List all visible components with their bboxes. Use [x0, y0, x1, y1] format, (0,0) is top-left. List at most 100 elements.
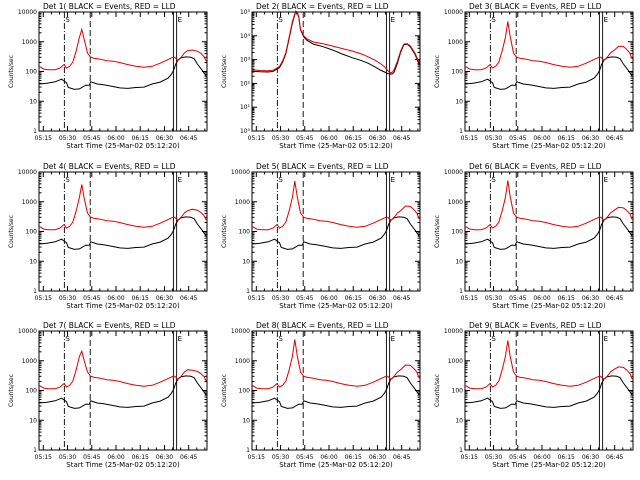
x-tick-label: 06:30 [582, 135, 599, 142]
y-tick-label: 10¹ [240, 104, 251, 111]
y-tick-label: 10 [29, 258, 37, 265]
x-tick-label: 05:15 [248, 454, 265, 461]
marker-label: E [604, 176, 608, 184]
marker-label: S [65, 176, 70, 184]
x-tick-label: 05:15 [248, 135, 265, 142]
x-tick-label: 05:45 [509, 454, 526, 461]
x-axis-label: Start Time (25-Mar-02 05:12:20) [279, 302, 393, 310]
y-tick-label: 1000 [448, 199, 463, 206]
panel-det-2: Det 2( BLACK = Events, RED = LLD 10⁰ 10¹ 10… [221, 2, 421, 150]
x-tick-label: 06:30 [156, 295, 173, 302]
x-tick-label: 06:30 [582, 454, 599, 461]
marker-label: E [391, 335, 395, 343]
y-tick-label: 1 [459, 447, 463, 454]
x-tick-label: 05:15 [35, 454, 52, 461]
panel-det-3: Det 3( BLACK = Events, RED = LLD 1 10 100 10… [434, 2, 634, 150]
y-tick-label: 10 [29, 98, 37, 105]
x-tick-label: 06:00 [320, 295, 337, 302]
x-tick-label: 06:00 [107, 135, 124, 142]
marker-label: E [391, 16, 395, 24]
marker-label: S [278, 16, 283, 24]
series-events-line [38, 375, 207, 409]
x-tick-label: 06:30 [369, 454, 386, 461]
marker-label: E [391, 176, 395, 184]
series-events-line [464, 56, 633, 90]
series-lld-line [38, 184, 207, 231]
y-axis-label: Counts/sec [434, 374, 441, 407]
y-tick-label: 10 [242, 258, 250, 265]
x-axis-label: Start Time (25-Mar-02 05:12:20) [66, 461, 180, 469]
x-tick-label: 05:30 [485, 295, 502, 302]
series-lld-line [251, 180, 420, 231]
x-tick-label: 06:45 [606, 295, 623, 302]
x-tick-label: 06:15 [345, 454, 362, 461]
y-tick-label: 10 [242, 417, 250, 424]
marker-label: S [65, 16, 70, 24]
y-tick-label: 1000 [22, 199, 37, 206]
x-tick-label: 06:45 [393, 454, 410, 461]
x-tick-label: 05:30 [272, 295, 289, 302]
panel-det-1: Det 1( BLACK = Events, RED = LLD 1 10 100 10… [8, 2, 208, 150]
x-axis-label: Start Time (25-Mar-02 05:12:20) [279, 461, 393, 469]
y-tick-label: 1000 [22, 39, 37, 46]
marker-label: E [604, 16, 608, 24]
x-tick-label: 05:30 [485, 454, 502, 461]
panel-title: Det 1( BLACK = Events, RED = LLD [43, 2, 176, 11]
y-tick-label: 10000 [18, 169, 37, 176]
y-tick-label: 1 [33, 288, 37, 295]
panel-det-4: Det 4( BLACK = Events, RED = LLD 1 10 100 10… [8, 162, 208, 310]
x-tick-label: 06:00 [107, 295, 124, 302]
series-lld-line [38, 27, 207, 71]
y-tick-label: 100 [452, 229, 464, 236]
x-tick-label: 05:45 [296, 135, 313, 142]
x-tick-label: 06:30 [369, 295, 386, 302]
panel-title: Det 7( BLACK = Events, RED = LLD [43, 321, 176, 330]
y-axis-label: Counts/sec [8, 55, 15, 88]
x-tick-label: 06:15 [558, 295, 575, 302]
y-tick-label: 10 [29, 417, 37, 424]
x-tick-label: 06:45 [606, 135, 623, 142]
x-tick-label: 05:30 [59, 135, 76, 142]
marker-label: S [278, 335, 283, 343]
x-tick-label: 05:30 [485, 135, 502, 142]
x-tick-label: 05:45 [296, 295, 313, 302]
panel-det-8: Det 8( BLACK = Events, RED = LLD 1 10 100 10… [221, 321, 421, 469]
y-tick-label: 10000 [231, 328, 250, 335]
series-lld-line [464, 340, 633, 390]
marker-label: E [178, 176, 182, 184]
x-tick-label: 05:30 [59, 454, 76, 461]
x-axis-label: Start Time (25-Mar-02 05:12:20) [66, 142, 180, 150]
x-tick-label: 06:15 [132, 135, 149, 142]
series-lld-line [464, 180, 633, 231]
y-tick-label: 100 [26, 229, 38, 236]
y-axis-label: Counts/sec [221, 374, 228, 407]
x-tick-label: 05:45 [509, 135, 526, 142]
y-tick-label: 100 [26, 69, 38, 76]
x-tick-label: 06:15 [132, 295, 149, 302]
x-tick-label: 06:45 [180, 454, 197, 461]
x-tick-label: 06:00 [320, 454, 337, 461]
y-axis-label: Counts/sec [221, 215, 228, 248]
x-tick-label: 06:30 [156, 454, 173, 461]
y-tick-label: 10000 [18, 328, 37, 335]
series-lld-line [464, 21, 633, 71]
y-tick-label: 10000 [444, 169, 463, 176]
x-tick-label: 05:15 [461, 295, 478, 302]
y-tick-label: 100 [26, 388, 38, 395]
x-tick-label: 05:30 [272, 135, 289, 142]
y-tick-label: 10³ [240, 57, 251, 64]
y-tick-label: 10 [455, 417, 463, 424]
y-tick-label: 100 [452, 69, 464, 76]
x-tick-label: 05:45 [83, 295, 100, 302]
y-tick-label: 10⁵ [240, 9, 251, 16]
x-tick-label: 05:45 [83, 135, 100, 142]
y-tick-label: 1 [33, 128, 37, 135]
series-lld-line [251, 339, 420, 390]
series-events-line [251, 216, 420, 250]
marker-label: E [604, 335, 608, 343]
y-tick-label: 10000 [444, 9, 463, 16]
y-tick-label: 10² [240, 80, 251, 87]
y-tick-label: 1 [459, 128, 463, 135]
marker-label: S [491, 176, 496, 184]
